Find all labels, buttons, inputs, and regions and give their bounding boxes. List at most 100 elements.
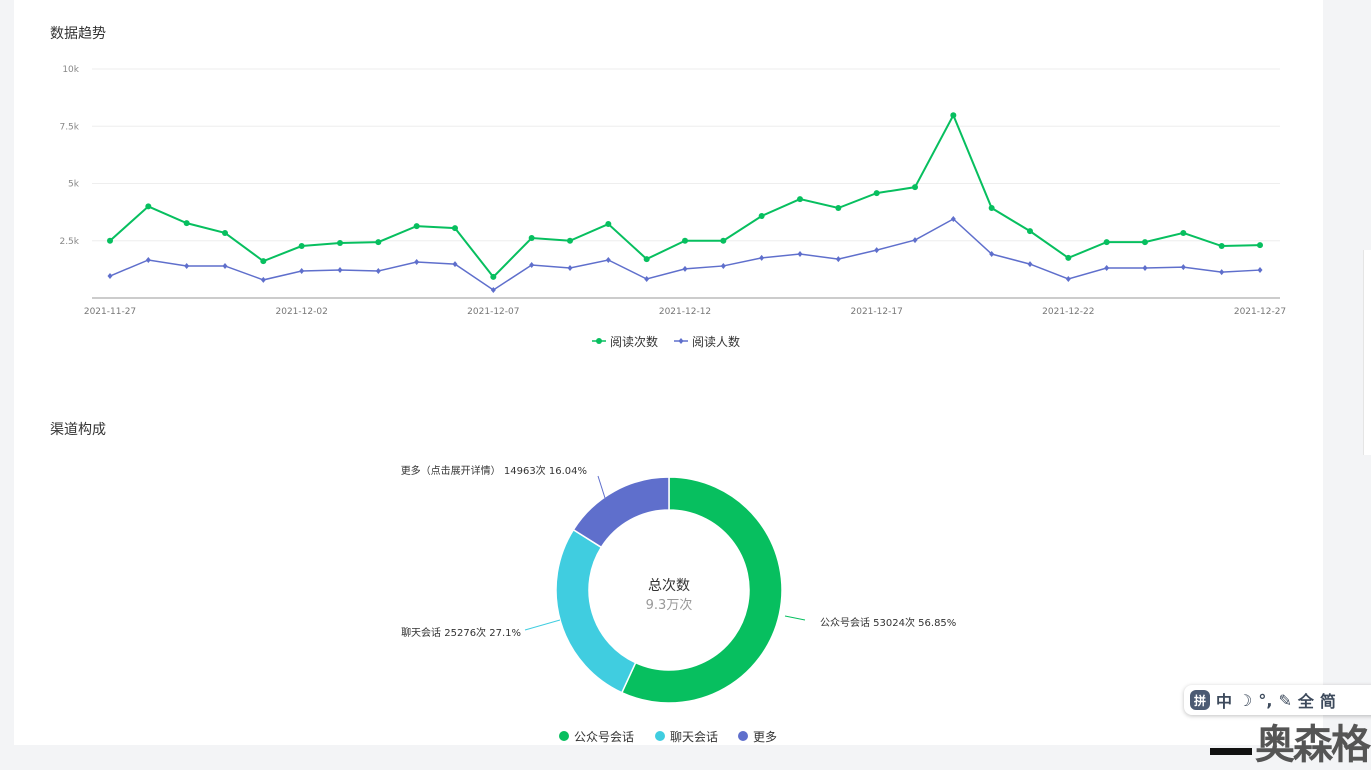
ime-pen-icon[interactable]: ✎ [1278, 690, 1292, 710]
slice-label: 聊天会话 25276次 27.1% [401, 626, 521, 639]
data-point [988, 205, 995, 212]
data-point [452, 225, 458, 232]
data-point [1142, 239, 1148, 246]
data-point [567, 237, 573, 244]
data-point [950, 112, 957, 119]
ime-pinyin-icon[interactable]: 拼 [1190, 690, 1210, 710]
data-point [222, 262, 228, 269]
ime-fullwidth-toggle[interactable]: 全 [1297, 692, 1314, 711]
data-point [375, 239, 382, 246]
data-point [874, 247, 880, 254]
dashboard-card [14, 0, 1323, 745]
donut-slice [555, 528, 637, 694]
legend-label: 更多 [753, 730, 777, 744]
x-tick-label: 2021-12-02 [276, 307, 328, 317]
data-point [720, 237, 727, 244]
legend-marker [559, 731, 569, 741]
trend-title: 数据趋势 [50, 26, 106, 42]
legend-marker [738, 731, 748, 741]
data-point [989, 251, 995, 258]
data-point [912, 184, 918, 191]
watermark-logo: 奥森格 [1255, 722, 1371, 768]
data-point [413, 223, 420, 230]
data-point [452, 261, 458, 268]
donut-center-label: 总次数 [648, 578, 690, 594]
x-tick-label: 2021-12-07 [467, 307, 519, 317]
data-point [107, 237, 113, 244]
data-point [337, 267, 343, 274]
data-point [1218, 243, 1225, 250]
data-point [184, 262, 190, 269]
x-tick-label: 2021-12-22 [1042, 307, 1094, 317]
legend-marker [678, 338, 684, 344]
series-line [109, 112, 1261, 279]
ime-chinese-toggle[interactable]: 中 [1216, 692, 1233, 711]
data-point [1219, 269, 1225, 276]
donut-center-value: 9.3万次 [646, 597, 693, 613]
data-point [643, 256, 650, 263]
data-point [605, 221, 612, 228]
x-tick-label: 2021-11-27 [84, 307, 136, 317]
channel-title: 渠道构成 [50, 422, 106, 438]
data-point [528, 235, 535, 242]
data-point [1180, 229, 1187, 236]
data-point [1027, 228, 1033, 235]
slice-label: 公众号会话 53024次 56.85% [820, 616, 956, 629]
ime-toolbar[interactable]: 拼 中 ☽ °, ✎ 全 简 [1184, 685, 1371, 715]
data-point [682, 237, 688, 244]
data-point [1065, 254, 1072, 261]
data-point [567, 265, 573, 272]
data-point [835, 205, 842, 212]
data-point [414, 259, 420, 266]
data-point [797, 251, 803, 258]
data-point [720, 262, 726, 269]
data-point [1104, 265, 1110, 272]
data-point [337, 240, 343, 247]
data-point [490, 273, 497, 280]
side-panel-edge[interactable] [1363, 250, 1371, 455]
data-point [260, 276, 266, 283]
slice-label-line [597, 475, 613, 521]
slice-label-line [524, 619, 561, 631]
data-point [1142, 265, 1148, 272]
taskbar-fragment [1210, 748, 1252, 755]
data-point [298, 243, 305, 250]
y-tick-label: 7.5k [59, 122, 79, 132]
data-point [1180, 264, 1186, 271]
data-point [145, 256, 151, 263]
legend-marker [655, 731, 665, 741]
legend-label: 公众号会话 [574, 730, 634, 744]
data-point [1065, 275, 1071, 282]
data-point [873, 190, 880, 197]
data-point [835, 256, 841, 263]
data-point [490, 286, 496, 293]
data-point [145, 203, 152, 210]
ime-simplified-toggle[interactable]: 简 [1319, 692, 1336, 711]
data-point [1027, 261, 1033, 268]
data-point [222, 229, 228, 236]
slice-label: 更多（点击展开详情） 14963次 16.04% [401, 464, 587, 477]
y-tick-label: 2.5k [59, 237, 79, 247]
x-tick-label: 2021-12-27 [1234, 307, 1286, 317]
ime-moon-icon[interactable]: ☽ [1238, 690, 1253, 710]
donut-slice [620, 476, 783, 704]
data-point [759, 254, 765, 261]
donut-slice [572, 476, 670, 549]
data-point [758, 213, 765, 220]
data-point [912, 237, 918, 244]
data-point [529, 262, 535, 269]
data-point [183, 220, 190, 227]
data-point [644, 275, 650, 282]
y-tick-label: 10k [62, 65, 79, 75]
legend-label: 聊天会话 [670, 730, 718, 744]
x-tick-label: 2021-12-12 [659, 307, 711, 317]
data-point [950, 215, 956, 222]
legend-marker [596, 338, 602, 344]
data-point [682, 265, 688, 272]
data-point [107, 273, 113, 280]
ime-punctuation-icon[interactable]: °, [1258, 690, 1273, 710]
data-point [260, 258, 267, 265]
x-tick-label: 2021-12-17 [851, 307, 903, 317]
y-tick-label: 5k [68, 180, 80, 190]
